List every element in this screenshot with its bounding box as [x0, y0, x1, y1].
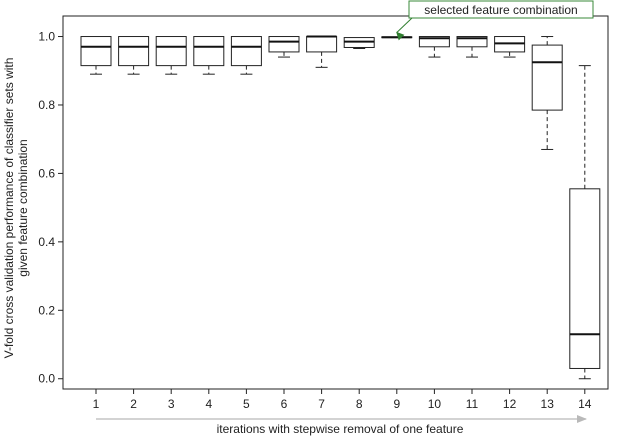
boxes-group	[80, 35, 601, 380]
box-7	[306, 35, 338, 68]
box-3	[155, 36, 187, 75]
box-iqr	[230, 36, 262, 67]
box-1	[80, 36, 112, 75]
plot-frame	[62, 15, 609, 390]
x-tick-label: 9	[393, 397, 400, 411]
box-11	[456, 36, 488, 58]
x-tick-label: 1	[93, 397, 100, 411]
x-tick-label: 13	[541, 397, 555, 411]
y-axis-label-line-1: V-fold cross validation performance of c…	[2, 58, 16, 359]
box-2	[118, 36, 150, 75]
box-iqr	[80, 36, 112, 67]
y-axis: 0.0 0.2 0.4 0.6 0.8 1.0	[38, 30, 63, 386]
box-iqr	[306, 36, 338, 53]
box-14	[569, 65, 601, 380]
box-iqr	[456, 36, 488, 48]
y-tick-label: 0.8	[38, 98, 55, 112]
box-iqr	[118, 36, 150, 67]
box-13	[531, 36, 563, 150]
annotation-text: selected feature combination	[424, 3, 577, 17]
box-iqr	[569, 188, 601, 369]
box-6	[268, 36, 300, 58]
x-tick-label: 4	[205, 397, 212, 411]
x-tick-label: 12	[503, 397, 517, 411]
box-8	[343, 37, 375, 50]
box-iqr	[155, 36, 187, 67]
x-tick-label: 14	[578, 397, 592, 411]
x-axis: 1 2 3 4 5 6 7 8 9 10 11 12 13 14	[93, 389, 592, 411]
box-iqr	[531, 44, 563, 111]
box-9	[381, 36, 413, 39]
y-axis-label-line-2: given feature combination	[16, 139, 30, 276]
x-tick-label: 2	[130, 397, 137, 411]
x-tick-label: 7	[318, 397, 325, 411]
box-5	[230, 36, 262, 75]
box-4	[193, 36, 225, 75]
y-tick-label: 0.6	[38, 166, 55, 180]
x-tick-label: 6	[281, 397, 288, 411]
y-tick-label: 0.0	[38, 372, 55, 386]
annotation: selected feature combination	[396, 0, 594, 41]
x-axis-label: iterations with stepwise removal of one …	[217, 422, 464, 436]
x-tick-label: 5	[243, 397, 250, 411]
x-tick-label: 3	[168, 397, 175, 411]
box-iqr	[193, 36, 225, 67]
x-tick-label: 11	[466, 397, 479, 411]
x-tick-label: 8	[356, 397, 363, 411]
y-tick-label: 0.4	[38, 235, 55, 249]
box-12	[494, 36, 526, 58]
box-10	[418, 36, 450, 58]
annotation-box	[408, 0, 594, 19]
box-iqr	[268, 36, 300, 53]
y-tick-label: 1.0	[38, 30, 55, 44]
annotation-arrow	[396, 17, 413, 41]
box-iqr	[418, 36, 450, 48]
y-tick-label: 0.2	[38, 303, 55, 317]
x-tick-label: 10	[428, 397, 442, 411]
